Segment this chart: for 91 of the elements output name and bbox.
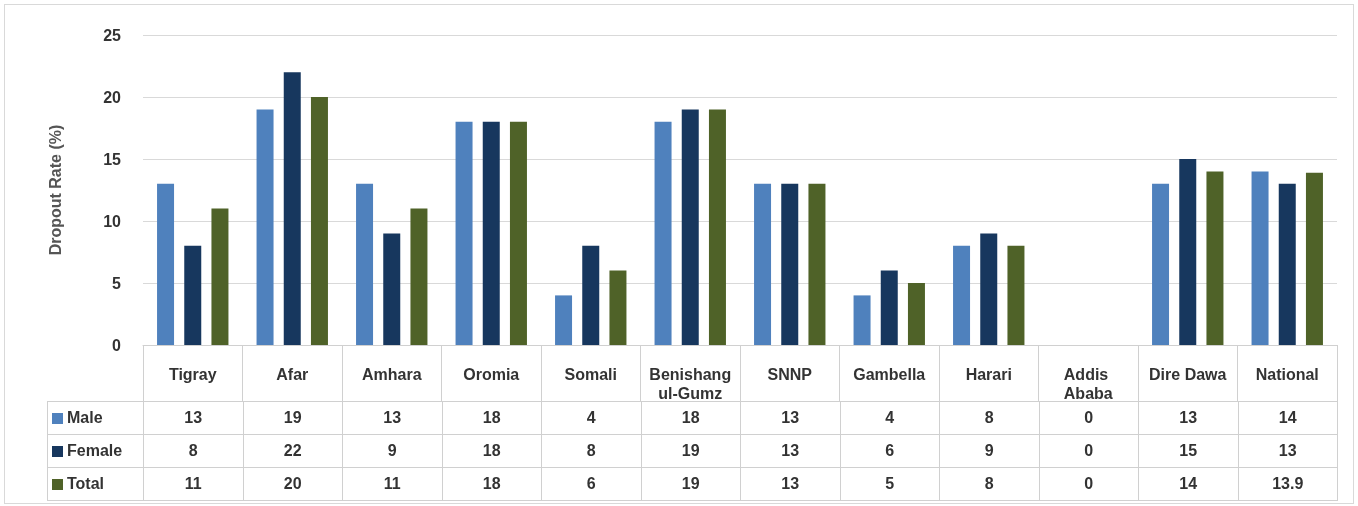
bar xyxy=(880,270,898,345)
x-tick-label: National xyxy=(1255,366,1319,383)
bar xyxy=(1179,159,1197,345)
data-label: 15 xyxy=(1138,434,1238,468)
bar xyxy=(283,72,301,345)
data-label: 4 xyxy=(541,401,641,435)
data-label: 13 xyxy=(1238,434,1338,468)
data-label: 0 xyxy=(1039,467,1139,501)
bar xyxy=(1305,172,1323,345)
bar xyxy=(1251,171,1269,345)
data-label: 13 xyxy=(740,434,840,468)
legend-label: Female xyxy=(47,434,144,468)
bar xyxy=(482,121,500,345)
bar xyxy=(455,121,473,345)
x-tick-label: SNNP xyxy=(767,366,813,383)
bar xyxy=(654,121,672,345)
data-label: 13 xyxy=(740,401,840,435)
bar xyxy=(708,109,726,345)
data-label: 8 xyxy=(939,467,1039,501)
bar xyxy=(184,245,202,345)
y-tick-label: 10 xyxy=(103,212,122,230)
data-label: 19 xyxy=(641,467,741,501)
y-tick-label: 20 xyxy=(103,88,122,106)
bar xyxy=(808,183,826,345)
y-tick-label: 25 xyxy=(103,26,122,44)
y-axis-title: Dropout Rate (%) xyxy=(46,124,64,256)
data-label: 13.9 xyxy=(1238,467,1338,501)
data-label: 9 xyxy=(939,434,1039,468)
x-tick-label: Oromia xyxy=(463,366,520,383)
data-label: 22 xyxy=(243,434,343,468)
x-tick-label: Dire Dawa xyxy=(1149,366,1227,383)
data-label: 18 xyxy=(442,434,542,468)
data-label: 8 xyxy=(143,434,243,468)
bar xyxy=(1007,245,1025,345)
x-tick-label: Tigray xyxy=(168,366,217,383)
data-label: 18 xyxy=(442,401,542,435)
data-label: 8 xyxy=(939,401,1039,435)
legend-label: Total xyxy=(47,467,144,501)
bar xyxy=(555,295,573,345)
data-label: 18 xyxy=(442,467,542,501)
data-label: 13 xyxy=(342,401,442,435)
data-label: 11 xyxy=(143,467,243,501)
bar xyxy=(953,245,971,345)
data-label: 13 xyxy=(143,401,243,435)
bar xyxy=(1206,171,1224,345)
data-label: 13 xyxy=(740,467,840,501)
data-label: 8 xyxy=(541,434,641,468)
bar xyxy=(781,183,799,345)
bar xyxy=(853,295,871,345)
data-label: 6 xyxy=(840,434,940,468)
data-label: 4 xyxy=(840,401,940,435)
data-label: 0 xyxy=(1039,401,1139,435)
data-label: 20 xyxy=(243,467,343,501)
bar xyxy=(509,121,527,345)
y-tick-label: 0 xyxy=(112,336,122,354)
data-label: 19 xyxy=(243,401,343,435)
data-label: 9 xyxy=(342,434,442,468)
bar xyxy=(310,97,328,345)
data-label: 11 xyxy=(342,467,442,501)
bar xyxy=(980,233,998,345)
bar xyxy=(410,208,428,345)
bar xyxy=(681,109,699,345)
x-tick-label: Amhara xyxy=(361,366,422,383)
legend-label: Male xyxy=(47,401,144,435)
data-label: 14 xyxy=(1138,467,1238,501)
x-tick-label: Addis Ababa xyxy=(1063,366,1113,402)
data-label: 6 xyxy=(541,467,641,501)
bar xyxy=(907,283,925,345)
x-tick-label: Afar xyxy=(276,366,309,383)
bar xyxy=(383,233,401,345)
bar xyxy=(211,208,229,345)
x-tick-label: Somali xyxy=(564,366,617,383)
data-label: 5 xyxy=(840,467,940,501)
bar xyxy=(157,183,175,345)
bar xyxy=(609,270,627,345)
x-tick-label: Benishangul-Gumz xyxy=(649,366,732,402)
data-label: 18 xyxy=(641,401,741,435)
data-label: 19 xyxy=(641,434,741,468)
bar xyxy=(754,183,772,345)
bar xyxy=(356,183,374,345)
x-tick-label: Gambella xyxy=(853,366,926,383)
y-tick-label: 15 xyxy=(103,150,122,168)
data-label: 0 xyxy=(1039,434,1139,468)
bar xyxy=(1278,183,1296,345)
data-label: 13 xyxy=(1138,401,1238,435)
x-tick-label: Harari xyxy=(965,366,1012,383)
bar xyxy=(256,109,274,345)
y-tick-label: 5 xyxy=(112,274,122,292)
bar xyxy=(582,245,600,345)
bar xyxy=(1152,183,1170,345)
data-label: 14 xyxy=(1238,401,1338,435)
